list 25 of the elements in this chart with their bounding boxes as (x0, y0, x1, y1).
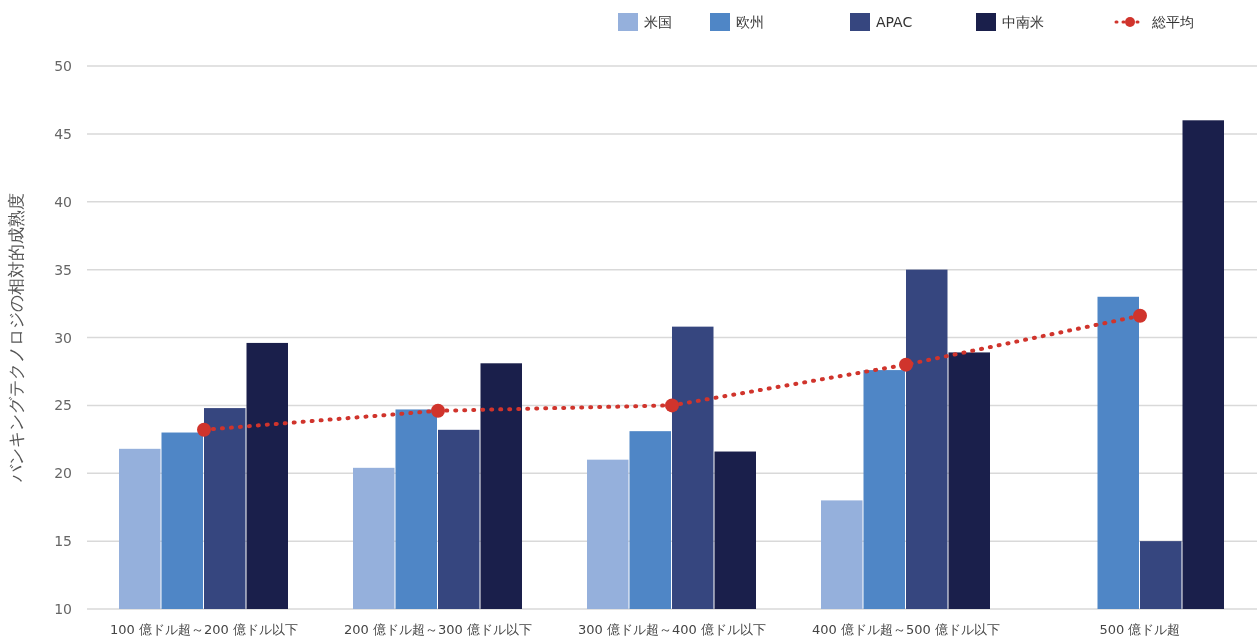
legend-label: 欧州 (736, 14, 764, 30)
y-tick-label: 15 (54, 533, 72, 550)
y-tick-label: 10 (54, 601, 72, 617)
point (431, 403, 445, 418)
x-tick-label: 400 億ドル超～500 億ドル以下 (812, 622, 1000, 637)
point (1133, 308, 1147, 323)
x-tick-label: 500 億ドル超 (1099, 622, 1181, 637)
legend-label: 総平均 (1151, 14, 1194, 30)
y-tick-label: 20 (54, 465, 72, 482)
y-tick-label: 25 (54, 397, 72, 414)
legend-label: 米国 (644, 14, 672, 30)
y-tick-label: 50 (54, 58, 72, 74)
x-tick-label: 200 億ドル超～300 億ドル以下 (344, 622, 532, 637)
y-axis-title: バンキングテクノロジの相対的成熟度 (6, 193, 26, 483)
x-tick-label: 100 億ドル超～200 億ドル以下 (110, 622, 298, 637)
y-tick-label: 35 (54, 261, 72, 278)
point (899, 357, 913, 372)
point (665, 398, 679, 413)
y-tick-label: 30 (54, 329, 72, 346)
point (197, 422, 211, 437)
legend-label: APAC (876, 14, 913, 30)
y-tick-label: 40 (54, 193, 72, 210)
x-tick-label: 300 億ドル超～400 億ドル以下 (578, 622, 766, 637)
y-tick-label: 45 (54, 125, 72, 142)
legend-label: 中南米 (1002, 14, 1044, 30)
